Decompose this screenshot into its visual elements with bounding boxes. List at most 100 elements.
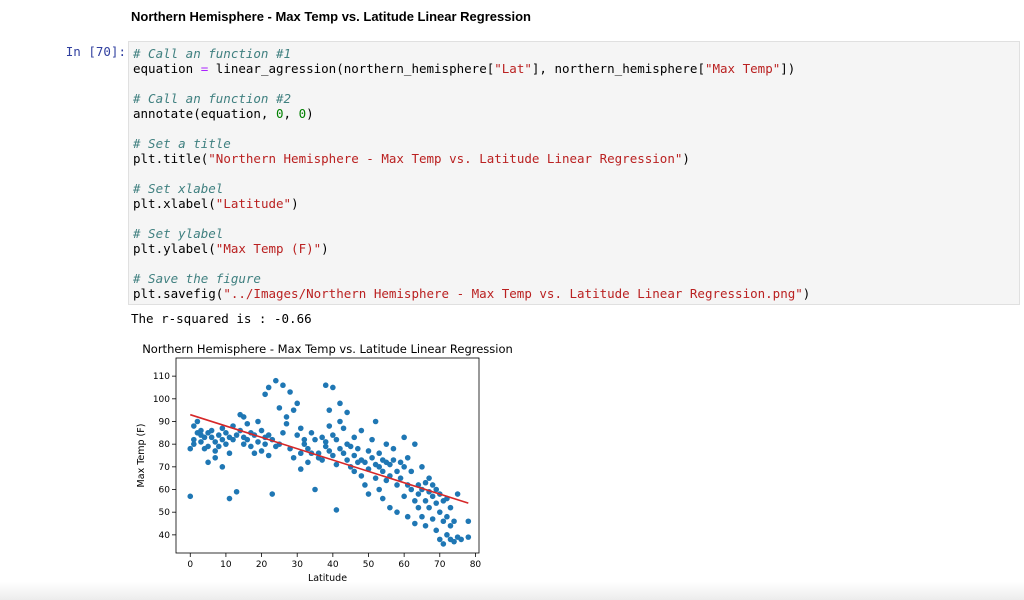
scatter-point bbox=[351, 452, 358, 459]
scatter-point bbox=[458, 536, 464, 543]
scatter-point bbox=[290, 407, 297, 413]
scatter-point bbox=[451, 538, 457, 545]
cell-output-text: The r-squared is : -0.66 bbox=[131, 311, 312, 326]
scatter-point bbox=[376, 464, 382, 470]
scatter-point bbox=[330, 384, 336, 391]
scatter-point bbox=[322, 443, 329, 450]
x-tick-label: 0 bbox=[187, 560, 193, 570]
code-token: "Lat" bbox=[494, 61, 532, 76]
code-token: "../Images/Northern Hemisphere - Max Tem… bbox=[223, 286, 803, 301]
chart-title: Northern Hemisphere - Max Temp vs. Latit… bbox=[142, 342, 513, 356]
code-line: # Call an function #2 bbox=[133, 91, 291, 107]
code-line: # Save the figure bbox=[133, 271, 261, 287]
scatter-point bbox=[223, 430, 229, 436]
scatter-point bbox=[326, 423, 333, 429]
code-token: # Call an function #2 bbox=[133, 91, 292, 106]
scatter-point bbox=[390, 445, 397, 452]
scatter-point bbox=[280, 382, 286, 389]
code-token: "Latitude" bbox=[215, 196, 292, 211]
scatter-point bbox=[426, 475, 432, 481]
scatter-point bbox=[208, 427, 215, 434]
scatter-point bbox=[408, 486, 415, 493]
scatter-point bbox=[376, 486, 382, 493]
regression-line bbox=[190, 413, 469, 504]
scatter-point bbox=[333, 461, 340, 468]
scatter-point bbox=[205, 459, 211, 466]
scatter-point bbox=[255, 418, 261, 425]
scatter-point bbox=[344, 457, 350, 463]
y-tick-label: 50 bbox=[159, 508, 171, 518]
scatter-point bbox=[447, 522, 454, 529]
code-token: ]) bbox=[780, 61, 796, 76]
code-token: equation bbox=[133, 61, 201, 76]
scatter-point bbox=[219, 436, 226, 443]
scatter-point bbox=[191, 436, 197, 443]
scatter-point bbox=[379, 468, 386, 475]
code-token: ) bbox=[682, 151, 690, 166]
scatter-point bbox=[287, 389, 293, 395]
scatter-point bbox=[465, 518, 472, 525]
code-token: ) bbox=[802, 286, 811, 301]
code-token: plt.ylabel( bbox=[133, 241, 216, 256]
scatter-point bbox=[415, 504, 422, 511]
scatter-point bbox=[194, 418, 201, 425]
x-tick-label: 50 bbox=[363, 560, 375, 570]
scatter-point bbox=[280, 430, 286, 436]
y-tick-label: 40 bbox=[159, 531, 171, 541]
scatter-point bbox=[419, 513, 425, 520]
scatter-point bbox=[440, 541, 447, 547]
code-line: # Set a title bbox=[133, 136, 231, 152]
scatter-point bbox=[426, 504, 432, 511]
scatter-point bbox=[372, 418, 379, 425]
scatter-point bbox=[433, 500, 440, 506]
code-token: , bbox=[283, 106, 299, 121]
scatter-point bbox=[187, 493, 194, 500]
code-token: # Call an function #1 bbox=[133, 46, 292, 61]
scatter-point bbox=[404, 454, 411, 461]
code-token: ], northern_hemisphere[ bbox=[531, 61, 705, 76]
scatter-point bbox=[240, 414, 247, 420]
scatter-point bbox=[312, 486, 318, 493]
code-token: ) bbox=[306, 106, 314, 121]
chart-svg: Northern Hemisphere - Max Temp vs. Latit… bbox=[136, 342, 513, 584]
scatter-point bbox=[412, 520, 418, 527]
scatter-point bbox=[394, 468, 400, 475]
scatter-point bbox=[215, 432, 222, 438]
scatter-point bbox=[240, 441, 247, 447]
code-token: plt.savefig( bbox=[133, 286, 224, 301]
scatter-point bbox=[344, 409, 350, 416]
scatter-point bbox=[454, 491, 461, 497]
x-tick-label: 60 bbox=[398, 560, 410, 570]
code-line: plt.savefig("../Images/Northern Hemisphe… bbox=[133, 286, 810, 302]
scatter-point bbox=[397, 459, 404, 466]
scatter-point bbox=[191, 441, 197, 447]
scatter-point bbox=[422, 498, 429, 504]
code-token: = bbox=[200, 61, 209, 76]
scatter-point bbox=[312, 436, 318, 443]
scatter-point bbox=[337, 400, 343, 407]
scatter-point bbox=[369, 436, 375, 443]
code-token: # Set xlabel bbox=[133, 181, 224, 196]
scatter-point bbox=[258, 448, 265, 454]
x-tick-label: 30 bbox=[291, 560, 303, 570]
scatter-point bbox=[276, 405, 283, 411]
y-tick-label: 100 bbox=[153, 395, 170, 405]
x-axis-label: Latitude bbox=[308, 573, 347, 584]
scatter-point bbox=[419, 464, 425, 470]
scatter-point bbox=[429, 516, 436, 522]
scatter-point bbox=[255, 439, 261, 445]
scatter-point bbox=[383, 441, 390, 447]
scatter-point bbox=[265, 432, 272, 438]
scatter-point bbox=[415, 491, 422, 497]
scatter-point bbox=[283, 420, 290, 427]
y-tick-label: 90 bbox=[159, 417, 171, 427]
scatter-point bbox=[233, 488, 240, 495]
scatter-point bbox=[365, 448, 372, 454]
scatter-point bbox=[333, 436, 340, 443]
scatter-point bbox=[233, 432, 240, 438]
code-cell-editor[interactable]: # Call an function #1 equation = linear_a… bbox=[128, 41, 1020, 305]
scatter-point bbox=[358, 427, 365, 434]
scatter-point bbox=[451, 518, 457, 525]
scatter-point bbox=[308, 430, 315, 436]
cell-prompt: In [70]: bbox=[65, 44, 126, 59]
